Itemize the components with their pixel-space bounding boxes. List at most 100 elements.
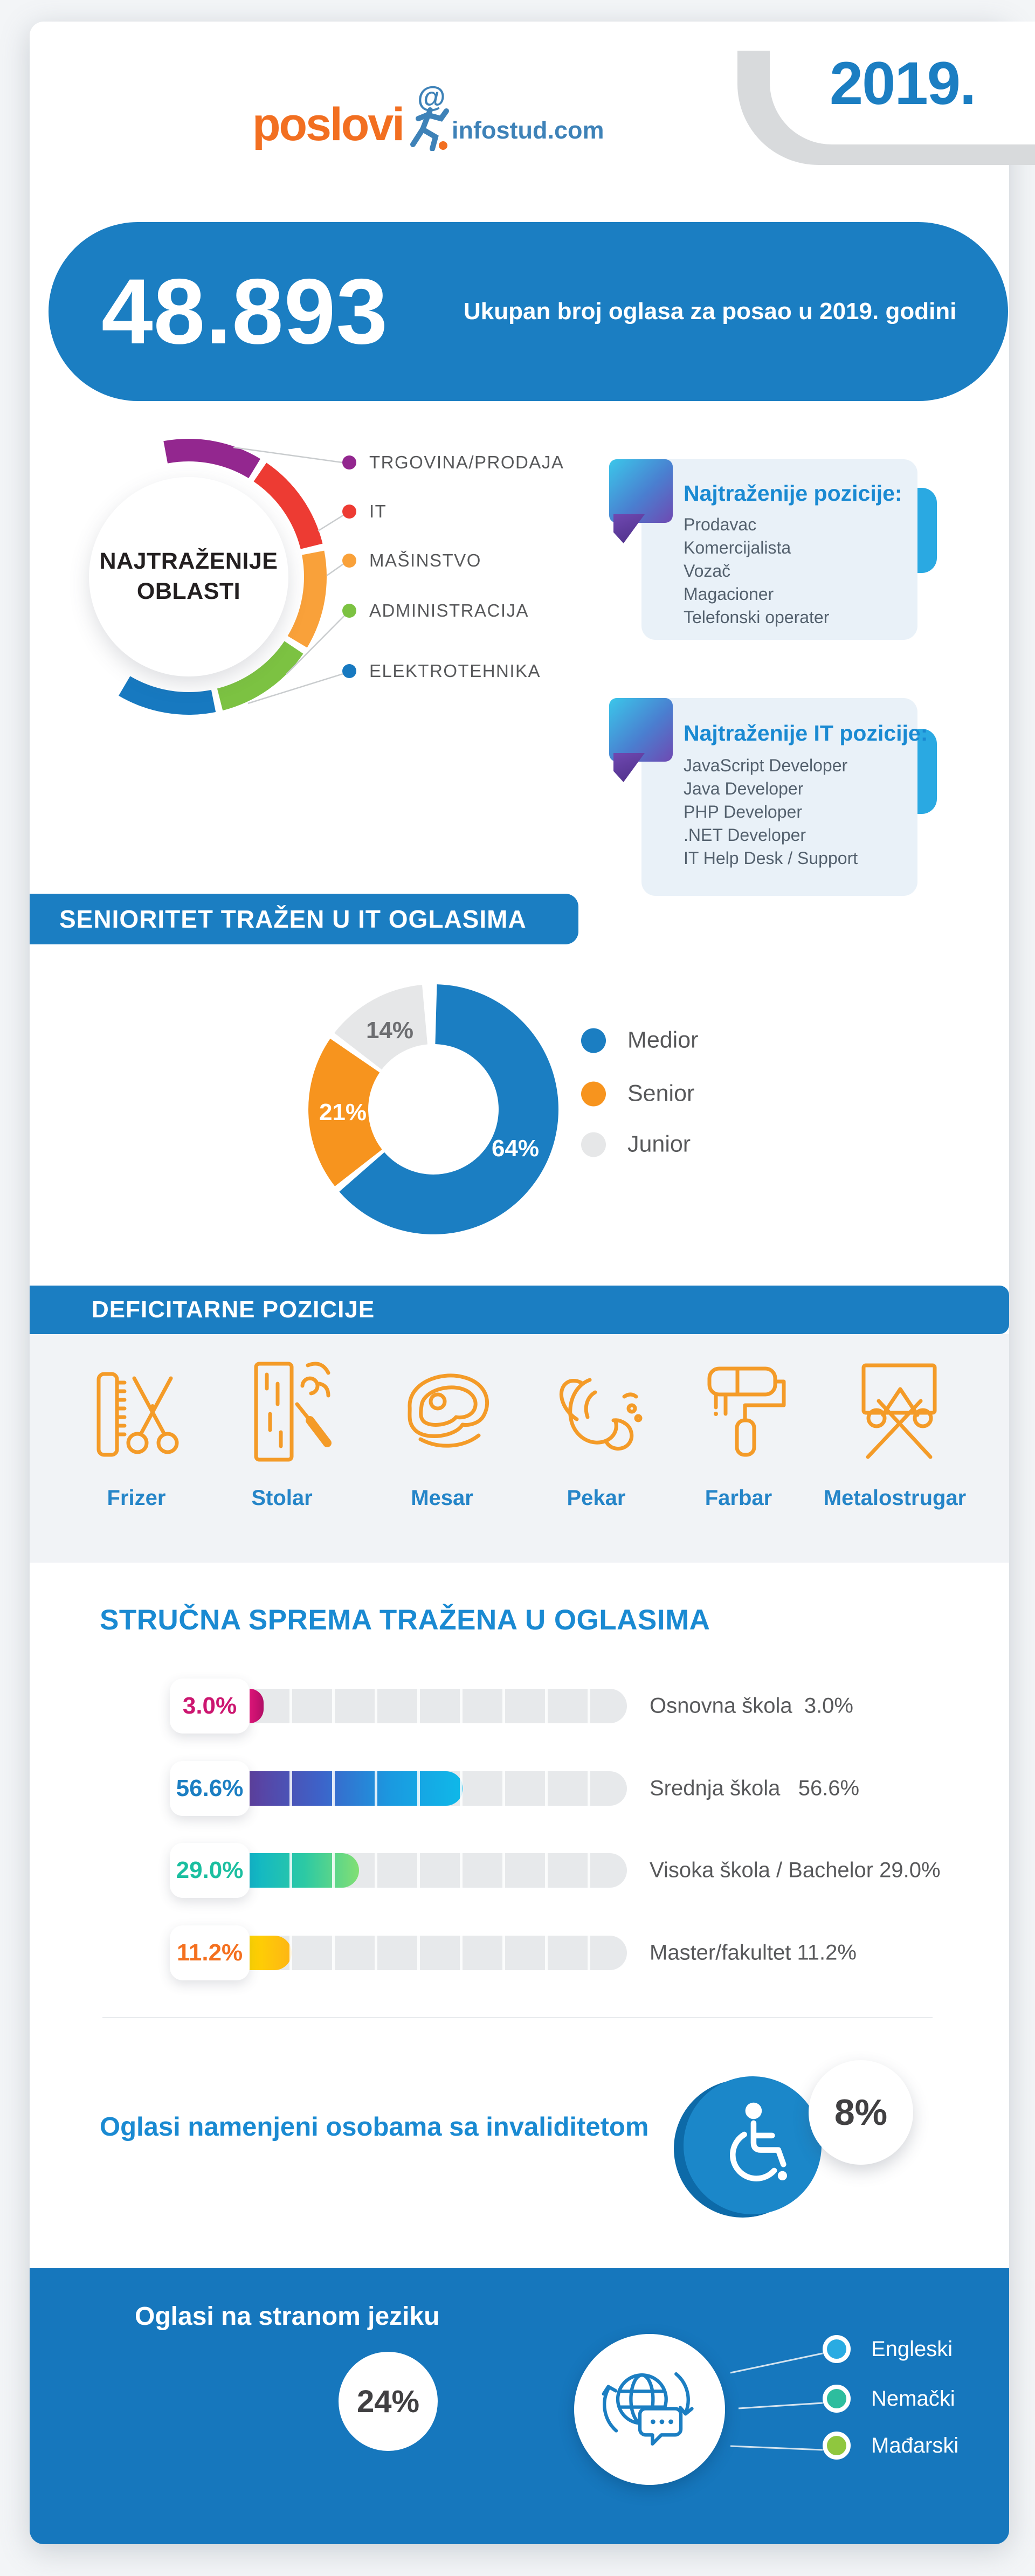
disability-section-title: Oglasi namenjeni osobama sa invaliditeto… (100, 2112, 649, 2142)
top-positions-box: Najtraženije pozicije: Prodavac Komercij… (641, 459, 917, 640)
total-ads-caption: Ukupan broj oglasa za posao u 2019. godi… (464, 298, 957, 324)
circle-title-line1: NAJTRAŽENIJE (99, 548, 278, 575)
total-ads-banner: 48.893 Ukupan broj oglasa za posao u 201… (49, 222, 1008, 401)
bookmark-icon (609, 459, 673, 523)
legend-dot (581, 1028, 606, 1053)
top-it-positions-box: Najtraženije IT pozicije: JavaScript Dev… (641, 698, 928, 896)
scissors-comb-icon (96, 1372, 179, 1457)
field-item-administracija: ADMINISTRACIJA (342, 600, 529, 621)
poslovi-infostud-logo: poslovi @ infostud.com (252, 83, 604, 151)
logo-wordmark: poslovi (252, 99, 405, 150)
top-fields-ring-chart (119, 439, 347, 715)
language-dot (823, 2432, 851, 2460)
svg-text:64%: 64% (492, 1135, 539, 1162)
education-bar-label: Visoka škola / Bachelor 29.0% (650, 1858, 941, 1882)
seniority-section-header: SENIORITET TRAŽEN U IT OGLASIMA (30, 894, 578, 944)
bookmark-icon (609, 698, 673, 762)
leader-lines (233, 446, 347, 705)
deficit-item-metalostrugar: Metalostrugar (824, 1350, 966, 1528)
education-bar-track (250, 1853, 627, 1888)
foreign-share-circle: 24% (339, 2352, 438, 2451)
deficit-section-header: DEFICITARNE POZICIJE (30, 1286, 1009, 1334)
year-badge: 2019. (770, 22, 1035, 144)
education-bar-track (250, 1689, 627, 1723)
education-bar-fill (250, 1771, 464, 1806)
section-divider (102, 2017, 933, 2018)
language-dot (823, 2385, 851, 2413)
top-positions-title: Najtraženije pozicije: (684, 481, 902, 506)
deficit-item-mesar: Mesar (377, 1350, 507, 1528)
education-percent-chip: 56.6% (170, 1761, 250, 1816)
list-item: IT Help Desk / Support (684, 848, 858, 868)
education-bar-fill (250, 1853, 359, 1888)
field-dot (342, 455, 356, 469)
croissant-icon (559, 1378, 643, 1451)
education-bar-fill (250, 1689, 264, 1723)
education-bar-fill (250, 1936, 292, 1970)
foreign-language-section: Oglasi na stranom jeziku 24% Engleski (30, 2268, 1009, 2544)
field-dot (342, 554, 356, 568)
field-dot (342, 505, 356, 519)
svg-text:21%: 21% (319, 1099, 367, 1125)
legend-dot (581, 1132, 606, 1157)
top-positions-list: Prodavac Komercijalista Vozač Magacioner… (684, 513, 829, 629)
education-bar-label: Osnovna škola 3.0% (650, 1694, 853, 1718)
field-dot (342, 664, 356, 678)
list-item: Telefonski operater (684, 607, 830, 627)
education-percent-chip: 11.2% (170, 1925, 250, 1980)
top-fields-circle: NAJTRAŽENIJE OBLASTI (89, 477, 288, 676)
list-item: JavaScript Developer (684, 756, 848, 775)
education-bar-label: Master/fakultet 11.2% (650, 1940, 857, 1965)
field-item-it: IT (342, 501, 387, 522)
wood-plank-chisel-icon (254, 1362, 332, 1462)
globe-circle (574, 2334, 725, 2485)
disability-share-badge: 8% (809, 2060, 913, 2165)
deficit-item-pekar: Pekar (532, 1350, 661, 1528)
seniority-donut-chart: 64% 21% 14% (308, 984, 558, 1235)
legend-item-junior: Junior (581, 1131, 691, 1158)
list-item: Magacioner (684, 584, 774, 604)
deficit-band (30, 1334, 1009, 1563)
education-bar-label: Srednja škola 56.6% (650, 1776, 860, 1800)
list-item: .NET Developer (684, 825, 806, 845)
globe-translate-icon (602, 2372, 694, 2446)
education-percent-chip: 29.0% (170, 1843, 250, 1898)
language-dot (823, 2335, 851, 2363)
svg-text:14%: 14% (366, 1017, 413, 1044)
field-item-elektrotehnika: ELEKTROTEHNIKA (342, 661, 541, 681)
field-dot (342, 604, 356, 618)
education-section-title: STRUČNA SPREMA TRAŽENA U OGLASIMA (100, 1604, 710, 1636)
legend-item-medior: Medior (581, 1027, 698, 1054)
list-item: Java Developer (684, 779, 804, 798)
language-item-madjarski: Mađarski (823, 2432, 958, 2460)
language-item-nemacki: Nemački (823, 2385, 955, 2413)
top-it-positions-list: JavaScript Developer Java Developer PHP … (684, 754, 858, 870)
total-ads-number: 48.893 (101, 260, 389, 363)
list-item: Vozač (684, 561, 731, 581)
education-bar-track (250, 1936, 627, 1970)
education-bar-track (250, 1771, 627, 1806)
top-it-positions-title: Najtraženije IT pozicije: (684, 721, 928, 745)
logo-period-dot (439, 141, 448, 150)
metal-lathe-icon (861, 1363, 937, 1459)
deficit-item-stolar: Stolar (217, 1350, 347, 1528)
circle-title-line2: OBLASTI (136, 578, 241, 604)
list-item: PHP Developer (684, 802, 802, 821)
education-percent-chip: 3.0% (170, 1679, 250, 1734)
paint-roller-icon (707, 1366, 786, 1457)
foreign-section-title: Oglasi na stranom jeziku (135, 2302, 440, 2331)
logo-domain: infostud.com (452, 116, 604, 144)
wheelchair-icon (730, 2102, 788, 2181)
field-item-trgovina: TRGOVINA/PRODAJA (342, 452, 564, 473)
disability-circle (684, 2076, 822, 2214)
list-item: Prodavac (684, 515, 757, 534)
legend-dot (581, 1081, 606, 1106)
deficit-item-farbar: Farbar (674, 1350, 803, 1528)
language-leader-lines (730, 2352, 823, 2451)
deficit-item-frizer: Frizer (72, 1350, 201, 1528)
list-item: Komercijalista (684, 538, 791, 557)
running-man-icon: @ (410, 83, 450, 151)
field-item-masinstvo: MAŠINSTVO (342, 550, 481, 571)
year-text: 2019. (829, 49, 976, 117)
steak-icon (408, 1373, 489, 1448)
